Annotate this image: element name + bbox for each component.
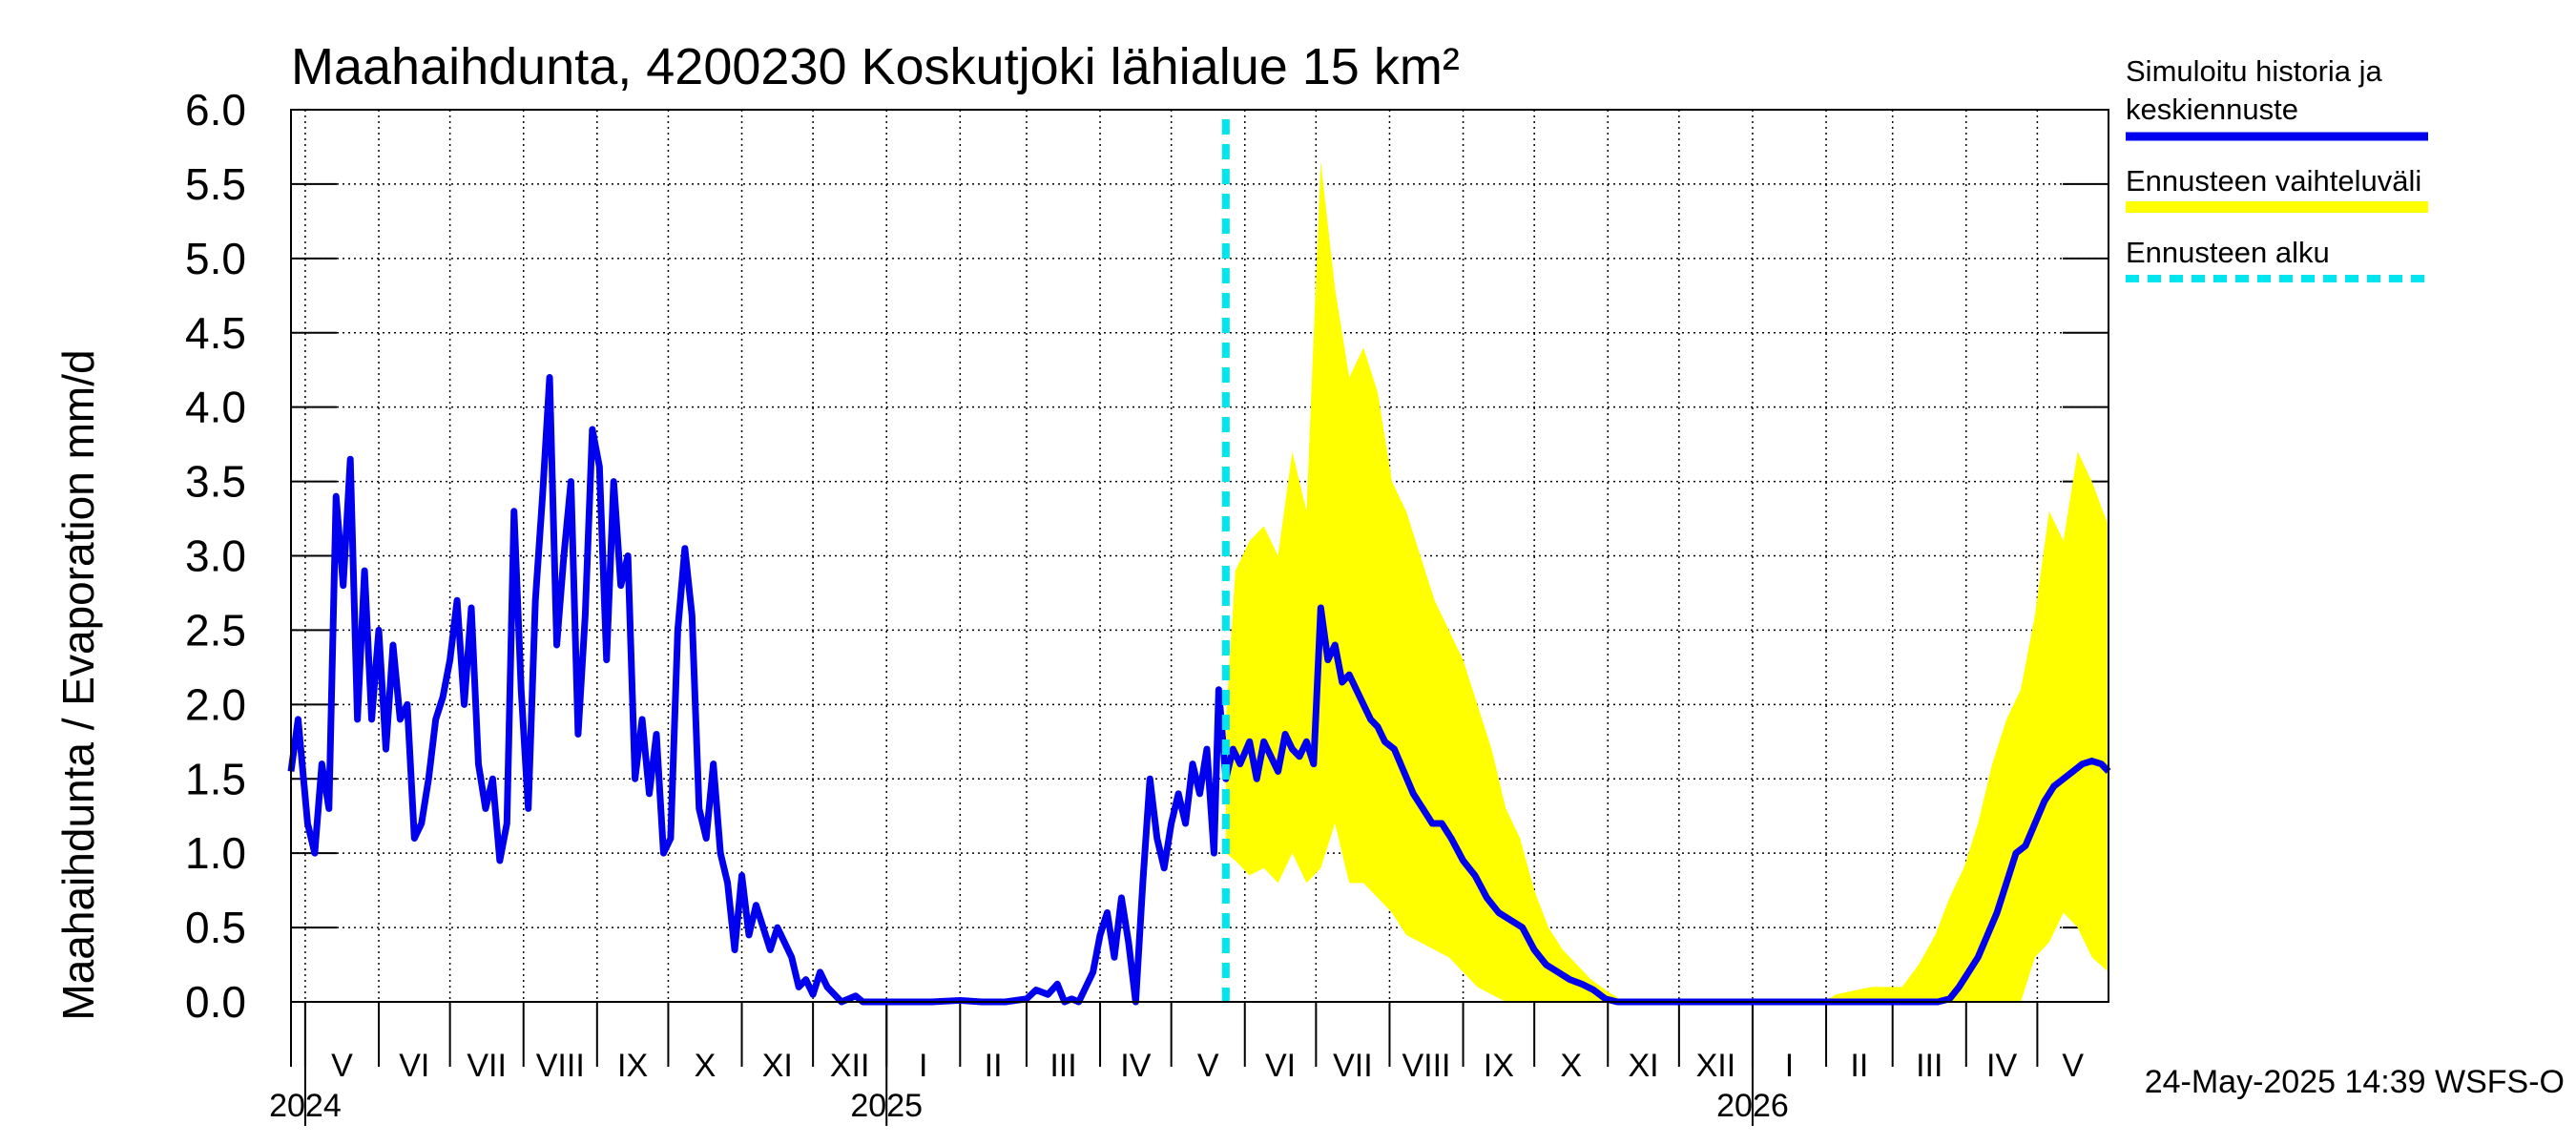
month-label: V bbox=[331, 1048, 353, 1084]
month-label: VI bbox=[1265, 1048, 1296, 1084]
month-label: VIII bbox=[1402, 1048, 1450, 1084]
forecast-range-band bbox=[1225, 161, 2109, 1002]
month-label: I bbox=[1785, 1048, 1794, 1084]
month-label: XI bbox=[1628, 1048, 1658, 1084]
y-tick-label: 4.0 bbox=[185, 383, 246, 432]
month-label: XII bbox=[1696, 1048, 1736, 1084]
month-label: V bbox=[2062, 1048, 2084, 1084]
legend-label-forecast-start: Ennusteen alku bbox=[2126, 236, 2330, 269]
timestamp-footer: 24-May-2025 14:39 WSFS-O bbox=[2145, 1064, 2565, 1100]
y-tick-label: 5.0 bbox=[185, 234, 246, 283]
plot-border bbox=[290, 109, 2109, 1003]
series-lines bbox=[287, 374, 2111, 1006]
month-label: III bbox=[1049, 1048, 1076, 1084]
year-label: 2024 bbox=[269, 1088, 342, 1124]
chart-title: Maahaihdunta, 4200230 Koskutjoki lähialu… bbox=[291, 38, 1460, 95]
y-tick-label: 6.0 bbox=[185, 85, 246, 135]
year-label: 2025 bbox=[850, 1088, 923, 1124]
month-label: X bbox=[695, 1048, 717, 1084]
legend: Simuloitu historia ja keskiennuste Ennuste… bbox=[2126, 54, 2428, 282]
month-label: VIII bbox=[536, 1048, 585, 1084]
y-tick-label: 0.0 bbox=[185, 977, 246, 1027]
legend-label-range: Ennusteen vaihteluväli bbox=[2126, 164, 2421, 198]
month-label: VII bbox=[467, 1048, 507, 1084]
month-label: V bbox=[1197, 1048, 1219, 1084]
legend-label-simulated: Simuloitu historia ja bbox=[2126, 54, 2383, 88]
month-label: XI bbox=[762, 1048, 793, 1084]
month-label: III bbox=[1916, 1048, 1942, 1084]
y-tick-labels: 0.0 0.5 1.0 1.5 2.0 2.5 3.0 3.5 4.0 4.5 5.0 5.5 6.0 bbox=[185, 85, 246, 1027]
y-tick-label: 5.5 bbox=[185, 159, 246, 209]
y-tick-label: 3.0 bbox=[185, 531, 246, 581]
y-tick-label: 0.5 bbox=[185, 903, 246, 952]
y-tick-label: 2.0 bbox=[185, 679, 246, 729]
y-tick-label: 4.5 bbox=[185, 308, 246, 358]
month-label: IV bbox=[1986, 1048, 2017, 1084]
month-label: IX bbox=[617, 1048, 648, 1084]
y-tick-label: 3.5 bbox=[185, 457, 246, 507]
month-label: II bbox=[1850, 1048, 1868, 1084]
y-axis-label: Maahaihdunta / Evaporation mm/d bbox=[53, 349, 103, 1020]
month-label: I bbox=[919, 1048, 927, 1084]
x-tick-labels: V VI VII VIII IX X XI XII I II III IV V VI VII VIII IX X X… bbox=[269, 1048, 2084, 1124]
month-label: X bbox=[1560, 1048, 1582, 1084]
y-tick-label: 1.0 bbox=[185, 828, 246, 878]
forecast-range-area bbox=[1225, 161, 2109, 1002]
plot-frame bbox=[290, 109, 2109, 1003]
y-tick-label: 1.5 bbox=[185, 754, 246, 803]
month-label: II bbox=[985, 1048, 1003, 1084]
legend-label-simulated-2: keskiennuste bbox=[2126, 93, 2298, 126]
month-label: VI bbox=[399, 1048, 429, 1084]
simulated-evaporation-line bbox=[287, 374, 2111, 1006]
y-tick-label: 2.5 bbox=[185, 605, 246, 655]
year-label: 2026 bbox=[1716, 1088, 1789, 1124]
month-label: XII bbox=[830, 1048, 870, 1084]
month-label: IX bbox=[1484, 1048, 1514, 1084]
month-label: IV bbox=[1120, 1048, 1151, 1084]
month-label: VII bbox=[1333, 1048, 1373, 1084]
